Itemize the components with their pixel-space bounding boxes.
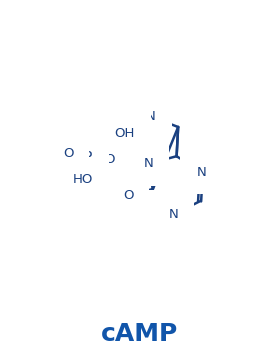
Text: P: P	[84, 150, 92, 164]
Text: cAMP: cAMP	[101, 322, 179, 346]
Text: OH: OH	[115, 127, 135, 140]
Text: O: O	[105, 153, 115, 166]
Text: O: O	[74, 147, 85, 160]
Text: O: O	[123, 189, 133, 202]
Text: N: N	[143, 157, 153, 170]
Text: N: N	[146, 110, 156, 123]
Text: HO: HO	[73, 173, 93, 186]
Text: O: O	[63, 147, 73, 160]
Text: N: N	[196, 166, 206, 178]
Text: N: N	[169, 208, 178, 221]
Text: NH₂: NH₂	[114, 206, 140, 220]
